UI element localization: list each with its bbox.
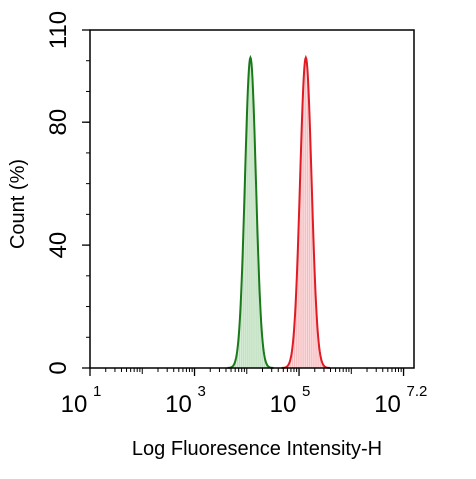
series-1-fill <box>281 57 330 369</box>
y-tick-label: 0 <box>45 361 72 374</box>
x-tick-base: 10 <box>61 391 88 418</box>
series-0-fill <box>227 57 274 369</box>
series-1-line <box>281 54 331 369</box>
x-tick-exponent: 5 <box>302 383 310 400</box>
plot-area <box>227 54 331 370</box>
y-tick-label: 110 <box>45 11 72 49</box>
x-tick-label: 10 3 <box>165 383 206 418</box>
plot-frame <box>89 29 415 369</box>
x-tick-label: 10 5 <box>270 383 311 418</box>
x-axis-title: Log Fluoresence Intensity-H <box>132 438 382 460</box>
x-tick-exponent: 1 <box>93 383 101 400</box>
y-tick-label: 40 <box>45 232 72 259</box>
x-tick-base: 10 <box>165 391 192 418</box>
x-tick-exponent: 7.2 <box>407 383 428 400</box>
x-tick-base: 10 <box>270 391 297 418</box>
x-tick-base: 10 <box>374 391 401 418</box>
series-0-line <box>227 54 274 369</box>
y-tick-label: 80 <box>45 109 72 136</box>
x-tick-exponent: 3 <box>198 383 206 400</box>
x-tick-label: 10 7.2 <box>374 383 427 418</box>
x-tick-label: 10 1 <box>61 383 102 418</box>
y-axis-title: Count (%) <box>7 159 29 249</box>
